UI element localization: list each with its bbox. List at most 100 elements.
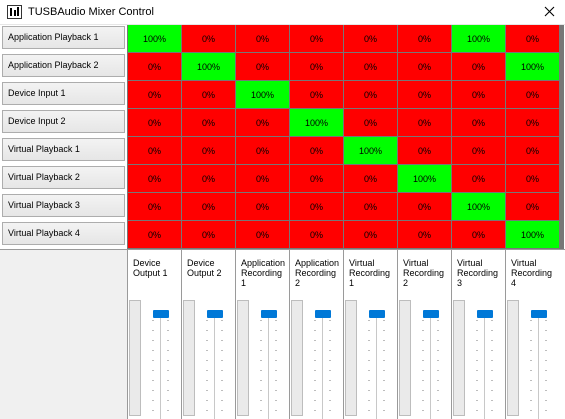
matrix-cell[interactable]: 0% — [182, 81, 235, 108]
fader-tick — [422, 350, 424, 351]
matrix-cell[interactable]: 0% — [236, 193, 289, 220]
matrix-cell[interactable]: 0% — [128, 53, 181, 80]
matrix-cell[interactable]: 0% — [128, 109, 181, 136]
matrix-cell[interactable]: 0% — [128, 193, 181, 220]
matrix-cell[interactable]: 0% — [344, 221, 397, 248]
fader-thumb[interactable] — [315, 310, 331, 318]
level-meter — [291, 300, 303, 416]
matrix-cell[interactable]: 0% — [182, 109, 235, 136]
fader-thumb[interactable] — [477, 310, 493, 318]
matrix-cell[interactable]: 0% — [236, 53, 289, 80]
matrix-cell[interactable]: 0% — [398, 109, 451, 136]
fader-thumb[interactable] — [369, 310, 385, 318]
matrix-cell[interactable]: 0% — [506, 25, 559, 52]
output-label: Device Output 1 — [133, 258, 168, 278]
matrix-cell[interactable]: 0% — [398, 221, 451, 248]
matrix-cell[interactable]: 0% — [398, 53, 451, 80]
fader-thumb[interactable] — [207, 310, 223, 318]
fader-tick — [221, 410, 223, 411]
matrix-cell[interactable]: 0% — [344, 165, 397, 192]
fader-thumb[interactable] — [423, 310, 439, 318]
input-label[interactable]: Application Playback 1 — [2, 26, 125, 49]
matrix-cell[interactable]: 0% — [506, 193, 559, 220]
matrix-cell[interactable]: 0% — [344, 25, 397, 52]
fader-tick — [383, 330, 385, 331]
matrix-cell[interactable]: 0% — [398, 81, 451, 108]
matrix-cell[interactable]: 100% — [344, 137, 397, 164]
matrix-cell[interactable]: 0% — [506, 81, 559, 108]
fader-thumb[interactable] — [261, 310, 277, 318]
matrix-cell[interactable]: 0% — [290, 81, 343, 108]
matrix-cell[interactable]: 0% — [452, 165, 505, 192]
matrix-cell[interactable]: 0% — [452, 109, 505, 136]
input-label[interactable]: Virtual Playback 1 — [2, 138, 125, 161]
matrix-cell[interactable]: 0% — [398, 25, 451, 52]
matrix-cell[interactable]: 0% — [398, 193, 451, 220]
matrix-cell[interactable]: 100% — [290, 109, 343, 136]
matrix-cell[interactable]: 100% — [452, 193, 505, 220]
fader-tick — [329, 360, 331, 361]
matrix-cell[interactable]: 0% — [452, 53, 505, 80]
fader-tick — [275, 360, 277, 361]
output-channel: Virtual Recording 3 — [452, 250, 506, 419]
matrix-cell[interactable]: 100% — [236, 81, 289, 108]
matrix-cell[interactable]: 100% — [182, 53, 235, 80]
level-meter — [507, 300, 519, 416]
matrix-cell[interactable]: 100% — [506, 53, 559, 80]
matrix-cell[interactable]: 0% — [128, 137, 181, 164]
input-label[interactable]: Application Playback 2 — [2, 54, 125, 77]
matrix-cell[interactable]: 0% — [182, 221, 235, 248]
fader-tick — [275, 390, 277, 391]
matrix-cell[interactable]: 0% — [398, 137, 451, 164]
matrix-cell[interactable]: 0% — [290, 165, 343, 192]
matrix-cell[interactable]: 0% — [452, 221, 505, 248]
matrix-cell[interactable]: 0% — [506, 109, 559, 136]
matrix-cell[interactable]: 0% — [182, 193, 235, 220]
matrix-cell[interactable]: 0% — [128, 165, 181, 192]
matrix-cell[interactable]: 100% — [506, 221, 559, 248]
fader-thumb[interactable] — [531, 310, 547, 318]
input-label[interactable]: Virtual Playback 3 — [2, 194, 125, 217]
matrix-cell[interactable]: 0% — [236, 165, 289, 192]
fader-tick — [221, 370, 223, 371]
matrix-cell[interactable]: 0% — [182, 137, 235, 164]
input-label[interactable]: Device Input 1 — [2, 82, 125, 105]
fader-tick — [152, 350, 154, 351]
matrix-cell[interactable]: 0% — [290, 137, 343, 164]
input-label[interactable]: Virtual Playback 2 — [2, 166, 125, 189]
fader-tick — [383, 320, 385, 321]
matrix-cell[interactable]: 0% — [290, 221, 343, 248]
matrix-cell[interactable]: 0% — [236, 25, 289, 52]
matrix-cell[interactable]: 0% — [290, 25, 343, 52]
matrix-cell[interactable]: 0% — [506, 165, 559, 192]
fader-tick — [275, 410, 277, 411]
matrix-cell[interactable]: 0% — [236, 109, 289, 136]
matrix-cell[interactable]: 0% — [344, 193, 397, 220]
input-label[interactable]: Virtual Playback 4 — [2, 222, 125, 245]
matrix-cell[interactable]: 0% — [182, 165, 235, 192]
fader-tick — [206, 410, 208, 411]
matrix-cell[interactable]: 0% — [344, 81, 397, 108]
matrix-cell[interactable]: 0% — [452, 81, 505, 108]
matrix-cell[interactable]: 0% — [236, 137, 289, 164]
close-button[interactable] — [535, 0, 565, 24]
matrix-cell[interactable]: 0% — [128, 221, 181, 248]
matrix-cell[interactable]: 100% — [398, 165, 451, 192]
fader-tick — [206, 320, 208, 321]
matrix-cell[interactable]: 0% — [290, 193, 343, 220]
matrix-cell[interactable]: 0% — [128, 81, 181, 108]
input-label[interactable]: Device Input 2 — [2, 110, 125, 133]
matrix-cell[interactable]: 0% — [452, 137, 505, 164]
matrix-cell[interactable]: 0% — [290, 53, 343, 80]
fader-tick — [368, 320, 370, 321]
fader-tick — [491, 370, 493, 371]
level-meter — [453, 300, 465, 416]
matrix-cell[interactable]: 0% — [344, 109, 397, 136]
fader-thumb[interactable] — [153, 310, 169, 318]
matrix-cell[interactable]: 0% — [344, 53, 397, 80]
matrix-cell[interactable]: 0% — [506, 137, 559, 164]
matrix-cell[interactable]: 100% — [128, 25, 181, 52]
matrix-cell[interactable]: 0% — [182, 25, 235, 52]
matrix-cell[interactable]: 0% — [236, 221, 289, 248]
matrix-cell[interactable]: 100% — [452, 25, 505, 52]
